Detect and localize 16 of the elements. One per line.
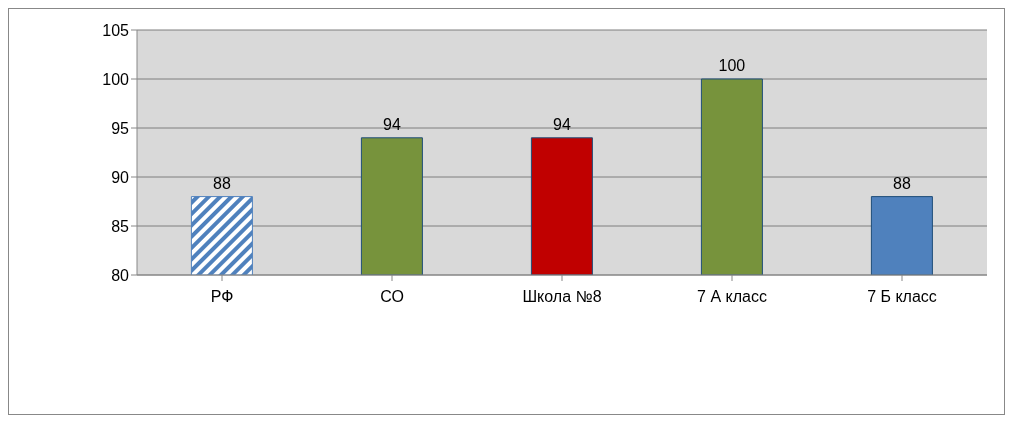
y-tick-label: 85	[111, 217, 130, 235]
data-label: 94	[553, 115, 571, 133]
data-label: 88	[213, 174, 231, 192]
x-tick-label: 7 Б класс	[867, 288, 937, 306]
data-label: 94	[383, 115, 401, 133]
data-label: 100	[718, 57, 746, 74]
x-tick-label: 7 А класс	[697, 288, 767, 306]
y-tick-label: 90	[111, 168, 130, 186]
x-tick-label: РФ	[210, 288, 234, 306]
data-label: 88	[893, 174, 911, 192]
y-tick-label: 95	[111, 119, 130, 137]
x-tick-label: СО	[380, 288, 404, 306]
x-tick-label: Школа №8	[522, 288, 602, 306]
y-tick-label: 100	[102, 70, 130, 88]
y-tick-label: 80	[111, 266, 130, 284]
y-tick-label: 105	[102, 21, 130, 39]
